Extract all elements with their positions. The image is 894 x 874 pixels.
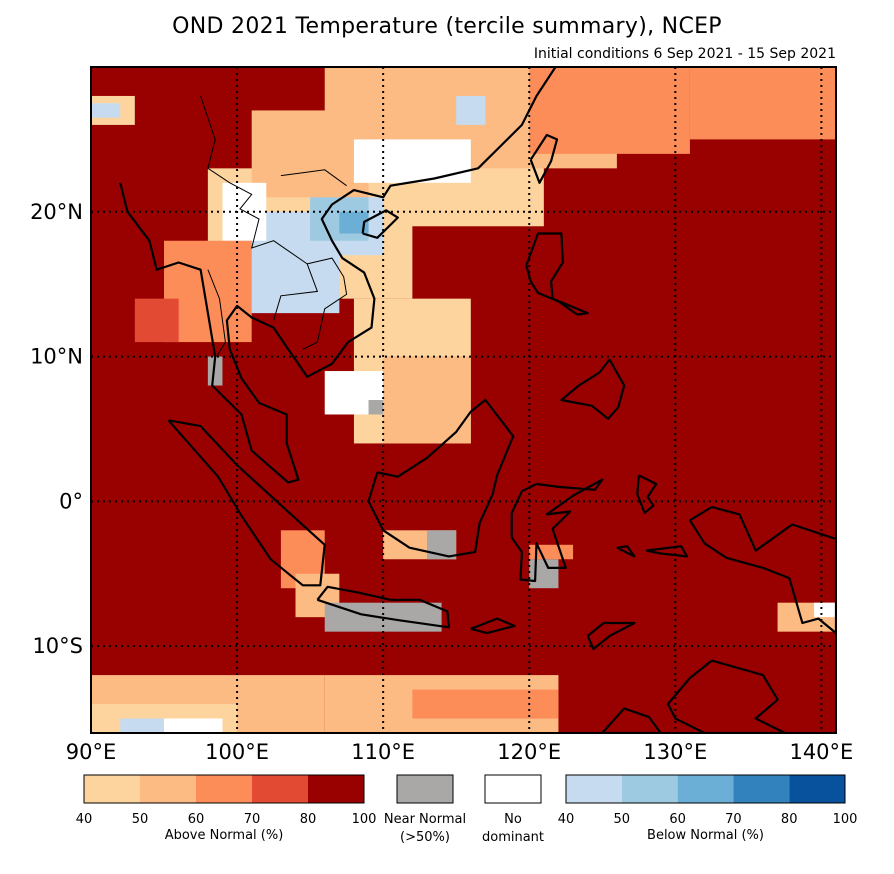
region-below-40-50: [456, 95, 486, 125]
colorbar-outline: [83, 774, 365, 804]
lat-tick-label: 10°N: [30, 345, 83, 369]
lon-tick-label: 110°E: [351, 740, 415, 764]
colorbar-swatch: [733, 775, 790, 803]
coastline: [316, 585, 450, 629]
coastline: [560, 358, 626, 420]
colorbar-swatch: [621, 775, 678, 803]
colorbar-caption: Below Normal (%): [647, 828, 764, 843]
country-borders: [200, 95, 348, 357]
colorbar-tick-label: 40: [76, 812, 93, 827]
colorbar-tick-label: 50: [132, 812, 149, 827]
border-line: [200, 95, 319, 321]
above-normal-colorbar: 40 50 60 70 80 100 Above Normal (%): [76, 774, 377, 843]
coastline: [119, 67, 557, 484]
lat-tick-label: 10°S: [32, 634, 83, 658]
colorbar-tick-label: 70: [725, 812, 742, 827]
gridlines: [91, 67, 836, 733]
coastline: [666, 659, 786, 733]
border-line: [302, 257, 348, 350]
map-title: OND 2021 Temperature (tercile summary), …: [172, 14, 722, 39]
legend-swatch: [396, 774, 454, 804]
coastline: [601, 707, 662, 733]
colorbar-tick-label: 100: [833, 812, 858, 827]
coastlines: [119, 67, 836, 733]
colorbar-tick-label: 60: [669, 812, 686, 827]
colorbar-tick-label: 80: [300, 812, 317, 827]
colorbar-tick-label: 50: [614, 812, 631, 827]
region-above-50-60: [383, 356, 471, 444]
colorbar-swatch: [140, 775, 196, 803]
coastline: [586, 621, 636, 651]
colorbar-tick-label: 40: [558, 812, 575, 827]
lon-tick-label: 140°E: [789, 740, 853, 764]
coastline: [525, 232, 589, 316]
colorbar-tick-label: 60: [188, 812, 205, 827]
legend-label-line2: (>50%): [400, 830, 450, 845]
lon-tick-label: 90°E: [66, 740, 117, 764]
coastline: [510, 478, 604, 583]
legend-label-line2: dominant: [482, 830, 544, 845]
near-normal-legend: Near Normal (>50%): [384, 774, 466, 845]
colorbar-swatch: [566, 775, 622, 803]
colorbar-swatch: [677, 775, 734, 803]
coastline: [167, 419, 326, 587]
coastline: [616, 545, 636, 558]
coastline: [529, 133, 559, 184]
region-no-dominant: [164, 718, 223, 733]
region-below-60-70: [339, 211, 369, 234]
region-below-40-50: [91, 103, 121, 118]
coastline: [636, 474, 658, 514]
colorbar-tick-label: 100: [352, 812, 377, 827]
lat-tick-label: 20°N: [30, 200, 83, 224]
legend-label-line1: No: [504, 812, 522, 827]
colorbar-swatch: [789, 775, 845, 803]
lon-tick-label: 120°E: [497, 740, 561, 764]
region-below-40-50: [120, 718, 165, 733]
no-dominant-legend: No dominant: [482, 774, 544, 845]
region-near-normal: [207, 356, 223, 386]
region-above-60-70: [529, 67, 690, 154]
border-line: [207, 269, 226, 357]
map-field: [91, 67, 836, 733]
colorbar-caption: Above Normal (%): [165, 828, 284, 843]
colorbar-swatch: [252, 775, 308, 803]
region-above-60-70: [689, 67, 836, 140]
legend-swatch: [484, 774, 542, 804]
below-normal-colorbar: 40 50 60 70 80 100 Below Normal (%): [558, 774, 858, 843]
legend-label-line1: Near Normal: [384, 812, 466, 827]
coastline: [688, 506, 836, 635]
region-above-70-80: [134, 298, 179, 343]
map-frame: [90, 66, 837, 734]
region-near-normal: [368, 400, 384, 415]
lon-tick-label: 100°E: [205, 740, 269, 764]
coastline: [361, 209, 399, 239]
coastline: [645, 545, 689, 558]
region-above-50-60: [251, 110, 369, 198]
initial-conditions-subtitle: Initial conditions 6 Sep 2021 - 15 Sep 2…: [533, 46, 836, 62]
region-no-dominant: [814, 602, 836, 618]
colorbar-swatch: [84, 775, 140, 803]
region-no-dominant: [353, 139, 471, 183]
region-above-60-70: [412, 689, 559, 719]
lon-tick-label: 130°E: [643, 740, 707, 764]
colorbar-tick-label: 70: [244, 812, 261, 827]
lat-tick-label: 0°: [59, 489, 83, 513]
colorbar-swatch: [308, 775, 364, 803]
colorbar-swatch: [196, 775, 252, 803]
coastline: [470, 617, 516, 635]
region-near-normal: [529, 559, 559, 589]
colorbar-tick-label: 80: [781, 812, 798, 827]
colorbar-outline: [565, 774, 846, 804]
coastline: [367, 398, 515, 558]
border-line: [280, 169, 347, 187]
